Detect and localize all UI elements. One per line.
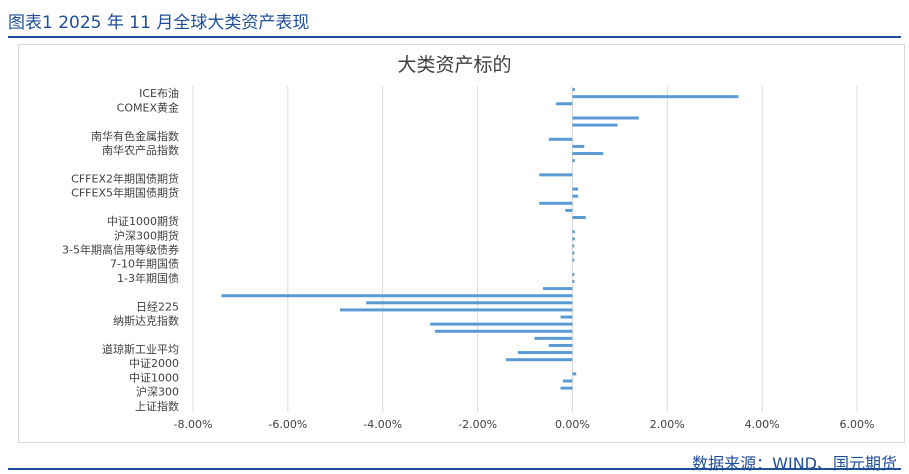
category-label: 日经225 — [136, 300, 179, 313]
bar — [572, 159, 575, 163]
category-label: 7-10年期国债 — [110, 257, 179, 271]
bar — [572, 237, 575, 241]
bar — [548, 137, 573, 141]
bar — [555, 102, 573, 106]
bar — [572, 144, 585, 148]
bar — [572, 216, 586, 220]
category-label: COMEX黄金 — [117, 100, 179, 114]
category-label: 上证指数 — [135, 399, 179, 413]
category-label: 1-3年期国债 — [117, 271, 179, 285]
bar — [534, 336, 573, 340]
category-label: 南华农产品指数 — [102, 143, 179, 157]
bar — [572, 230, 575, 234]
x-tick-label: -6.00% — [268, 418, 307, 431]
x-tick-label: 0.00% — [555, 418, 590, 431]
figure-title: 图表1 2025 年 11 月全球大类资产表现 — [8, 13, 310, 33]
bar — [539, 201, 573, 205]
bar — [506, 358, 573, 362]
category-label: 沪深300 — [136, 385, 179, 399]
bar — [517, 351, 573, 355]
top-divider — [8, 36, 901, 38]
bar — [543, 287, 573, 291]
bar — [366, 301, 573, 305]
bar — [572, 88, 575, 92]
bar — [572, 123, 618, 127]
x-tick-labels: -8.00% -6.00% -4.00% -2.00% 0.00% 2.00% 4.00% 6… — [174, 418, 875, 431]
bar — [430, 322, 573, 326]
category-label: 沪深300期货 — [114, 228, 179, 242]
category-label: 中证2000 — [129, 357, 179, 370]
category-label: ICE布油 — [139, 86, 179, 100]
bar — [548, 343, 573, 347]
bar — [572, 258, 575, 262]
category-label: 道琼斯工业平均 — [102, 342, 179, 356]
bar — [562, 379, 573, 383]
bar — [572, 116, 639, 120]
category-label: 南华有色金属指数 — [91, 129, 179, 143]
bar — [572, 194, 579, 198]
bar — [572, 372, 577, 376]
bar — [572, 251, 575, 255]
bar — [434, 329, 573, 333]
category-label: CFFEX2年期国债期货 — [71, 171, 179, 185]
bar — [572, 187, 579, 191]
category-label: 中证1000 — [129, 371, 179, 384]
bar — [340, 308, 573, 312]
bar — [560, 386, 573, 390]
bar — [572, 95, 739, 99]
bar — [560, 315, 573, 319]
source-note: 数据来源：WIND、国元期货 — [692, 454, 897, 473]
bar — [221, 294, 573, 298]
bar — [572, 279, 575, 283]
x-tick-label: -4.00% — [363, 418, 402, 431]
bar — [572, 152, 604, 156]
x-tick-label: -2.00% — [458, 418, 497, 431]
chart-title: 大类资产标的 — [397, 54, 512, 76]
bar — [572, 272, 575, 276]
x-tick-label: 2.00% — [650, 418, 685, 431]
x-tick-label: 6.00% — [840, 418, 875, 431]
bar — [572, 244, 575, 248]
bar — [539, 173, 573, 177]
category-label: 纳斯达克指数 — [113, 314, 179, 328]
category-label: 3-5年期高信用等级债券 — [62, 243, 179, 257]
category-label: CFFEX5年期国债期货 — [71, 186, 179, 200]
gridlines — [192, 86, 858, 412]
bar — [565, 208, 573, 212]
x-tick-label: -8.00% — [174, 418, 213, 431]
bottom-divider — [8, 468, 901, 470]
x-tick-label: 4.00% — [745, 418, 780, 431]
category-label: 中证1000期货 — [107, 214, 179, 228]
bars — [221, 88, 739, 390]
chart-frame — [18, 44, 905, 443]
